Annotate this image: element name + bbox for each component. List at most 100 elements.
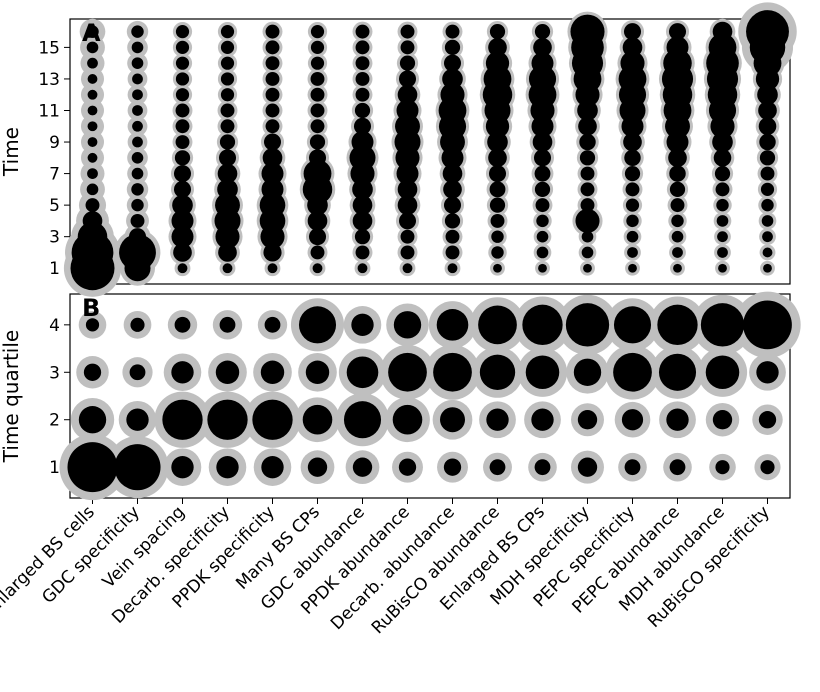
bubble-dot xyxy=(626,199,639,212)
bubble-dot xyxy=(351,314,373,336)
bubble-dot xyxy=(131,25,143,37)
bubble-dot xyxy=(129,228,146,245)
bubble-dot xyxy=(759,117,777,135)
bubble-dot xyxy=(445,40,460,55)
y-axis-label-a: Time xyxy=(0,127,23,177)
bubble-dot xyxy=(114,444,160,490)
bubble-dot xyxy=(176,25,189,38)
bubble-dot xyxy=(354,118,371,135)
bubble-dot xyxy=(223,263,233,273)
bubble-dot xyxy=(174,165,191,182)
y-tick-label: 4 xyxy=(49,316,60,336)
bubble-dot xyxy=(623,38,643,58)
bubble-dot xyxy=(356,72,370,86)
bubble-dot xyxy=(491,214,505,228)
bubble-dot xyxy=(264,134,281,151)
bubble-dot xyxy=(261,456,283,478)
bubble-dot xyxy=(437,309,469,341)
bubble-dot xyxy=(311,25,324,38)
bubble-dot xyxy=(491,230,503,242)
bubble-dot xyxy=(79,406,106,433)
bubble-dot xyxy=(221,41,234,54)
bubble-dot xyxy=(308,457,327,476)
bubble-dot xyxy=(132,57,144,69)
bubble-dot xyxy=(761,167,775,181)
y-tick-label: 3 xyxy=(49,363,60,383)
bubble-dot xyxy=(311,72,325,86)
bubble-dot xyxy=(493,264,502,273)
y-tick-label: 15 xyxy=(38,38,60,58)
bubble-dot xyxy=(86,198,100,212)
bubble-dot xyxy=(355,229,370,244)
bubble-dot xyxy=(355,103,370,118)
bubble-dot xyxy=(207,400,247,440)
y-tick-label: 13 xyxy=(38,70,60,90)
bubble-dot xyxy=(178,263,188,273)
bubble-dot xyxy=(266,104,280,118)
bubble-dot xyxy=(537,247,549,259)
bubble-dot xyxy=(218,164,238,184)
bubble-dot xyxy=(478,305,517,344)
bubble-dot xyxy=(176,135,190,149)
bubble-dot xyxy=(306,361,329,384)
bubble-dot xyxy=(627,231,639,243)
bubble-dot xyxy=(537,231,549,243)
bubble-dot xyxy=(490,181,506,197)
bubble-dot xyxy=(88,137,98,147)
bubble-dot xyxy=(743,300,792,349)
bubble-dot xyxy=(671,215,683,227)
bubble-dot xyxy=(311,41,324,54)
bubble-dot xyxy=(716,182,730,196)
bubble-dot xyxy=(403,263,413,273)
bubble-dot xyxy=(444,197,461,214)
bubble-dot xyxy=(347,356,379,388)
bubble-dot xyxy=(220,134,235,149)
bubble-dot xyxy=(87,184,99,196)
panel-letter-b: B xyxy=(82,294,100,322)
bubble-dot xyxy=(535,166,551,182)
bubble-dot xyxy=(130,364,146,380)
bubble-dot xyxy=(715,460,729,474)
bubble-dot xyxy=(132,89,143,100)
bubble-dot xyxy=(394,311,421,338)
bubble-dot xyxy=(171,456,193,478)
bubble-dot xyxy=(762,215,774,227)
bubble-dot xyxy=(401,230,415,244)
y-tick-label: 1 xyxy=(49,458,60,478)
bubble-dot xyxy=(176,41,189,54)
bubble-dot xyxy=(669,23,686,40)
bubble-dot xyxy=(132,74,143,85)
bubble-dot xyxy=(626,215,638,227)
bubble-dot xyxy=(216,456,238,478)
figure-svg: 13579111315Time1234Time quartileEnlarged… xyxy=(0,0,820,692)
bubble-dot xyxy=(311,104,325,118)
bubble-dot xyxy=(666,409,688,431)
bubble-dot xyxy=(401,25,415,39)
bubble-dot xyxy=(175,150,190,165)
bubble-dot xyxy=(566,303,609,346)
bubble-dot xyxy=(311,119,325,133)
bubble-dot xyxy=(309,149,326,166)
bubble-dot xyxy=(442,69,463,90)
bubble-dot xyxy=(490,198,505,213)
bubble-dot xyxy=(628,264,637,273)
bubble-dot xyxy=(252,400,292,440)
bubble-dot xyxy=(622,409,643,430)
bubble-dot xyxy=(536,215,548,227)
bubble-dot xyxy=(580,150,595,165)
bubble-dot xyxy=(356,245,370,259)
bubble-dot xyxy=(717,231,728,242)
bubble-dot xyxy=(221,88,234,101)
bubble-dot xyxy=(131,214,145,228)
bubble-dot xyxy=(266,88,280,102)
bubble-dot xyxy=(624,23,641,40)
bubble-dot xyxy=(535,182,550,197)
bubble-dot xyxy=(762,231,773,242)
bubble-dot xyxy=(536,198,550,212)
bubble-dot xyxy=(759,411,776,428)
panel-letter-a: A xyxy=(82,19,101,47)
bubble-dot xyxy=(657,305,697,345)
bubble-dot xyxy=(299,306,336,343)
bubble-dot xyxy=(613,353,652,392)
bubble-dot xyxy=(221,25,234,38)
